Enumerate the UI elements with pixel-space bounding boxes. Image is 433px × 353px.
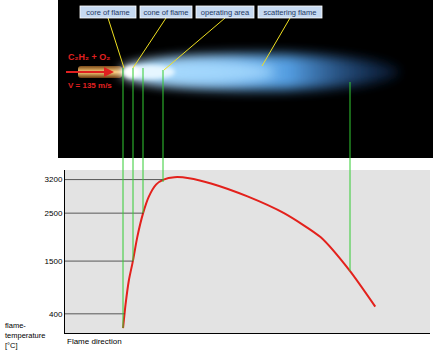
svg-text:scattering flame: scattering flame: [264, 8, 317, 17]
svg-text:1500: 1500: [45, 257, 63, 266]
svg-text:flame-temperature[°C]: flame-temperature[°C]: [5, 321, 45, 350]
svg-text:core of flame: core of flame: [86, 8, 129, 17]
svg-text:cone of flame: cone of flame: [143, 8, 188, 17]
svg-text:Flame direction: Flame direction: [67, 337, 122, 346]
svg-text:operating area: operating area: [201, 8, 250, 17]
svg-text:3200: 3200: [45, 175, 63, 184]
svg-text:V = 135 m/s: V = 135 m/s: [68, 81, 112, 90]
svg-text:C₂H₂ + O₂: C₂H₂ + O₂: [68, 52, 110, 62]
svg-text:2500: 2500: [45, 209, 63, 218]
svg-text:400: 400: [49, 310, 63, 319]
